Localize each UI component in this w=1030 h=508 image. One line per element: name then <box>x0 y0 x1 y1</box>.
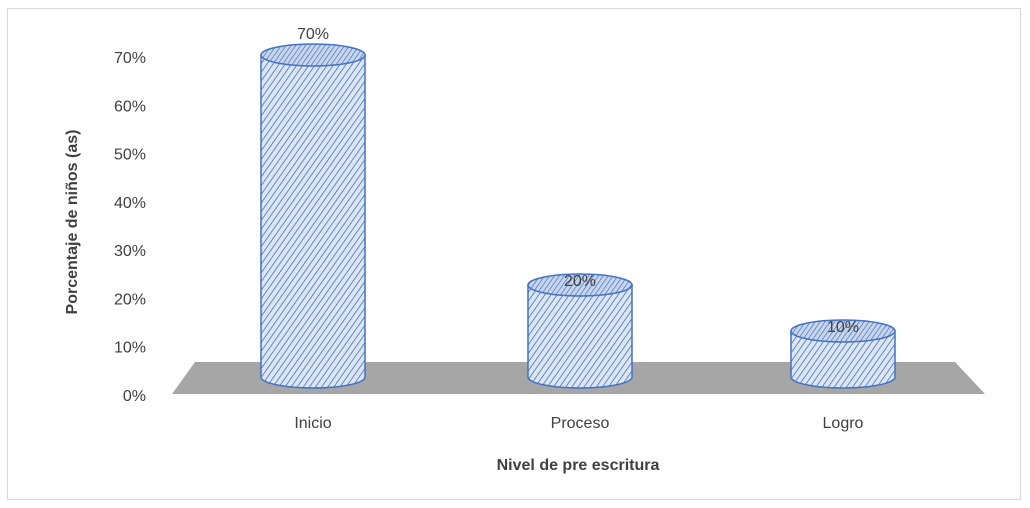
x-axis-category-labels: Inicio Proceso Logro <box>294 415 863 432</box>
data-label: 20% <box>564 273 596 290</box>
y-axis-tick-labels: 0% 10% 20% 30% 40% 50% 60% 70% <box>114 50 146 405</box>
bar-inicio <box>260 43 366 389</box>
bar-logro <box>790 319 896 389</box>
y-tick-label: 0% <box>123 388 146 405</box>
y-tick-label: 50% <box>114 147 146 164</box>
bar-body <box>260 54 366 389</box>
y-tick-label: 60% <box>114 98 146 115</box>
y-tick-label: 20% <box>114 291 146 308</box>
bar-body <box>527 284 633 389</box>
y-tick-label: 30% <box>114 243 146 260</box>
y-tick-label: 40% <box>114 195 146 212</box>
bar-body <box>790 330 896 389</box>
category-label: Inicio <box>294 415 331 432</box>
category-label: Logro <box>823 415 864 432</box>
bar-top <box>260 43 366 67</box>
data-label: 10% <box>827 319 859 336</box>
y-tick-label: 70% <box>114 50 146 67</box>
bar-proceso <box>527 273 633 389</box>
chart-area <box>7 8 1021 500</box>
data-label: 70% <box>297 26 329 43</box>
y-axis-title: Porcentaje de niños (as) <box>64 130 81 315</box>
category-label: Proceso <box>551 415 610 432</box>
bars <box>260 43 896 389</box>
bar-top <box>790 319 896 343</box>
bar-top <box>527 273 633 297</box>
x-axis-title: Nivel de pre escritura <box>497 457 660 474</box>
y-tick-label: 10% <box>114 340 146 357</box>
data-labels: 70% 20% 10% <box>297 26 859 336</box>
